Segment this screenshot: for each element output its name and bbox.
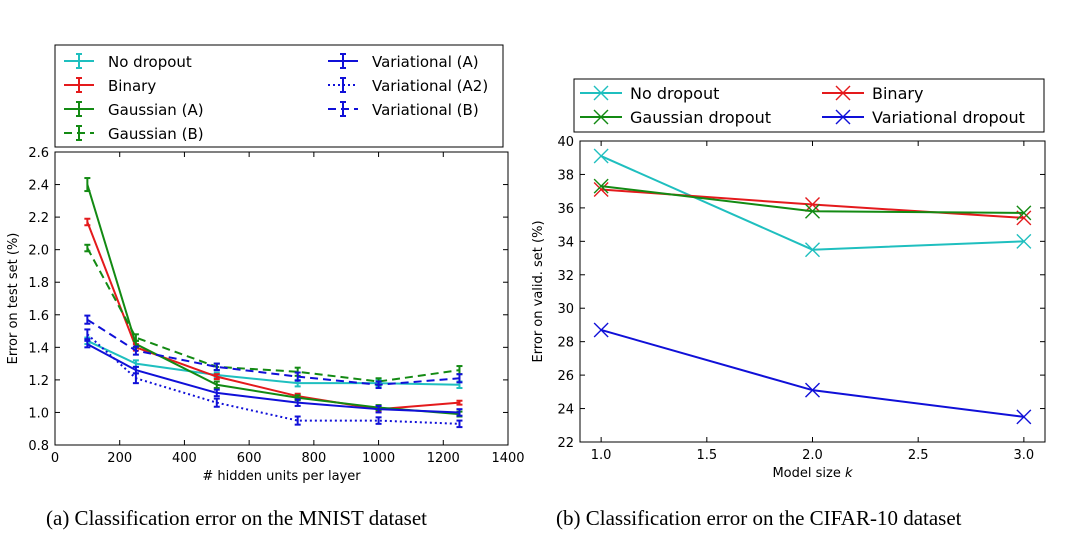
legend-label: Variational dropout <box>872 108 1025 127</box>
series-variational-b <box>84 314 463 390</box>
legend-item-gaussian-dropout: Gaussian dropout <box>580 108 771 127</box>
y-tick-label: 22 <box>557 436 574 451</box>
legend-item-no-dropout: No dropout <box>580 84 719 103</box>
legend-item-variational-b: Variational (B) <box>328 101 479 119</box>
series-line <box>86 247 460 383</box>
x-marker <box>835 85 851 101</box>
y-tick-label: 26 <box>557 369 574 384</box>
series-variational-a2 <box>84 328 463 429</box>
plot-frame <box>54 151 509 446</box>
x-tick-label: 600 <box>237 451 262 466</box>
legend-box <box>573 78 1045 133</box>
y-tick-label: 2.2 <box>28 211 49 226</box>
x-marker <box>805 203 820 219</box>
mnist-caption: (a) Classification error on the MNIST da… <box>46 506 428 530</box>
legend-item-variational-a: Variational (A) <box>328 53 479 71</box>
series-line <box>86 343 460 414</box>
series-gaussian-dropout <box>593 178 1032 221</box>
y-tick-label: 2.4 <box>28 179 49 194</box>
series-line <box>86 333 460 425</box>
y-tick-label: 32 <box>557 269 574 284</box>
x-tick-label: 200 <box>107 451 132 466</box>
x-tick-label: 1.0 <box>591 448 612 463</box>
y-tick-label: 36 <box>557 202 574 217</box>
y-tick-label: 1.6 <box>28 309 49 324</box>
series-no-dropout <box>593 148 1032 258</box>
x-axis-label: Model size k <box>772 466 853 481</box>
x-marker <box>593 322 609 338</box>
legend-item-gaussian-b: Gaussian (B) <box>64 125 204 143</box>
x-marker <box>835 109 851 125</box>
legend-label: Variational (A2) <box>372 77 488 95</box>
series-line <box>86 184 460 416</box>
legend-label: Gaussian (B) <box>108 125 204 143</box>
x-tick-label: 0 <box>51 451 59 466</box>
legend-label: Variational (B) <box>372 101 479 119</box>
y-tick-label: 40 <box>557 135 574 150</box>
series-line <box>600 155 1024 251</box>
legend-box <box>54 44 504 148</box>
y-tick-label: 2.0 <box>28 244 49 259</box>
x-marker <box>1016 233 1032 249</box>
cifar10-caption: (b) Classification error on the CIFAR-10… <box>556 506 962 530</box>
x-axis-label: # hidden units per layer <box>202 469 361 484</box>
legend-label: Gaussian (A) <box>108 101 204 119</box>
x-axis-variable: k <box>845 466 853 481</box>
y-tick-label: 1.4 <box>28 341 49 356</box>
legend-item-gaussian-a: Gaussian (A) <box>64 101 204 119</box>
series-line <box>601 185 1024 214</box>
x-tick-label: 400 <box>172 451 197 466</box>
y-tick-label: 24 <box>557 403 574 418</box>
series-line <box>86 318 460 386</box>
series-binary <box>593 181 1032 226</box>
legend-item-binary: Binary <box>822 84 923 103</box>
legend-label: No dropout <box>108 53 192 71</box>
x-marker <box>805 382 820 398</box>
legend-label: Binary <box>108 77 156 95</box>
y-tick-label: 1.0 <box>28 406 49 421</box>
x-tick-label: 2.5 <box>908 448 929 463</box>
x-tick-label: 3.0 <box>1014 448 1035 463</box>
x-tick-label: 1000 <box>362 451 395 466</box>
x-marker <box>1016 205 1032 221</box>
y-tick-label: 0.8 <box>28 439 49 454</box>
x-marker <box>593 178 609 194</box>
x-tick-label: 1.5 <box>696 448 717 463</box>
x-tick-label: 2.0 <box>802 448 823 463</box>
legend-item-variational-a2: Variational (A2) <box>328 77 488 95</box>
x-tick-label: 1200 <box>427 451 460 466</box>
y-tick-label: 2.6 <box>28 146 49 161</box>
y-tick-label: 30 <box>557 302 574 317</box>
legend-item-binary: Binary <box>64 77 156 95</box>
x-marker <box>593 85 609 101</box>
legend-item-no-dropout: No dropout <box>64 53 192 71</box>
x-marker <box>593 148 609 164</box>
mnist-chart: 0 200 400 600 800 1000 1200 1400 0.8 1.0 1.2 1.4 1.6… <box>6 44 525 484</box>
legend-label: No dropout <box>630 84 719 103</box>
x-marker <box>593 109 609 125</box>
x-marker <box>593 181 609 197</box>
x-marker <box>805 242 820 258</box>
x-tick-label: 800 <box>301 451 326 466</box>
y-tick-label: 1.2 <box>28 374 49 389</box>
x-marker <box>1016 210 1032 226</box>
x-marker <box>1016 409 1032 425</box>
plot-frame <box>579 140 1046 443</box>
y-axis-label: Error on valid. set (%) <box>531 220 546 362</box>
x-marker <box>805 197 820 213</box>
y-axis-label: Error on test set (%) <box>6 233 21 365</box>
y-tick-label: 1.8 <box>28 276 49 291</box>
y-tick-label: 38 <box>557 168 574 183</box>
legend-item-variational-dropout: Variational dropout <box>822 108 1025 127</box>
x-tick-label: 1400 <box>491 451 524 466</box>
legend-label: Binary <box>872 84 923 103</box>
legend-label: Variational (A) <box>372 53 479 71</box>
series-line <box>600 328 1024 418</box>
legend-label: Gaussian dropout <box>630 108 771 127</box>
y-tick-label: 28 <box>557 336 574 351</box>
series-variational-dropout <box>593 322 1032 425</box>
cifar10-chart: 1.0 1.5 2.0 2.5 3.0 22 24 26 28 30 32 34 36 38 40 Model… <box>531 78 1046 481</box>
y-tick-label: 34 <box>557 235 574 250</box>
